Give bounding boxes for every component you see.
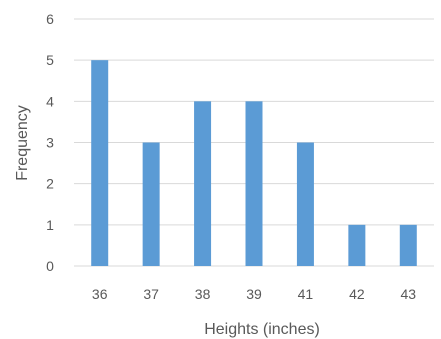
x-tick-labels: 36 37 38 39 41 42 43 xyxy=(92,286,416,302)
y-tick-labels: 0 1 2 3 4 5 6 xyxy=(46,11,54,274)
x-tick-label-38: 38 xyxy=(195,286,211,302)
y-tick-label: 0 xyxy=(46,258,54,274)
bar-36 xyxy=(91,60,109,266)
y-axis-title: Frequency xyxy=(14,105,31,181)
bar-43 xyxy=(399,224,417,266)
bar-41 xyxy=(296,142,314,266)
x-tick-label-42: 42 xyxy=(349,286,365,302)
y-tick-label: 1 xyxy=(46,217,54,233)
y-tick-label: 3 xyxy=(46,135,54,151)
y-tick-label: 2 xyxy=(46,176,54,192)
y-tick-label: 6 xyxy=(46,11,54,27)
x-axis-title: Heights (inches) xyxy=(204,321,320,338)
x-tick-label-43: 43 xyxy=(400,286,416,302)
x-tick-label-39: 39 xyxy=(246,286,262,302)
y-tick-label: 5 xyxy=(46,52,54,68)
x-tick-label-41: 41 xyxy=(298,286,314,302)
bar-39 xyxy=(245,101,263,266)
y-tick-label: 4 xyxy=(46,93,54,109)
x-tick-label-37: 37 xyxy=(143,286,159,302)
bar-37 xyxy=(142,142,160,266)
bar-42 xyxy=(348,224,366,266)
bars xyxy=(91,60,417,266)
bar-38 xyxy=(194,101,212,266)
x-tick-label-36: 36 xyxy=(92,286,108,302)
